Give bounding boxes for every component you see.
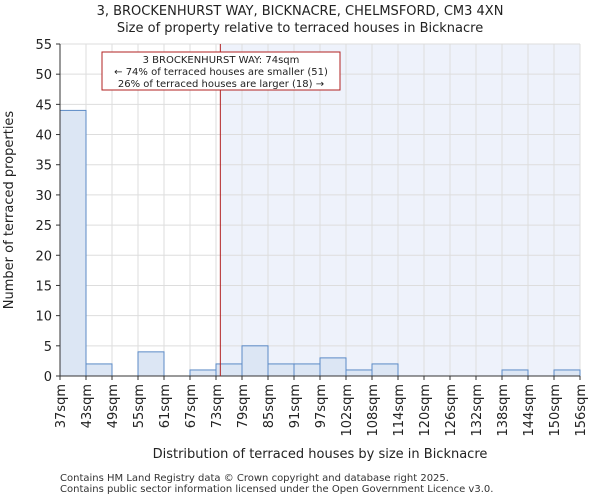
footer-licence: Contains public sector information licen… bbox=[60, 484, 494, 495]
x-tick-label: 138sqm bbox=[496, 384, 511, 437]
bar-chart: 0 5 10 15 20 25 30 35 40 45 50 55 37sqm 43sqm 49sqm 55… bbox=[2, 38, 589, 462]
x-tick-label: 97sqm bbox=[314, 384, 329, 428]
annotation-line: 26% of terraced houses are larger (18) → bbox=[118, 79, 324, 90]
bar-85sqm bbox=[267, 363, 295, 377]
y-tick-label: 5 bbox=[44, 340, 52, 355]
x-tick-label: 55sqm bbox=[132, 384, 147, 428]
x-tick-label: 91sqm bbox=[288, 384, 303, 428]
bar-91sqm bbox=[293, 363, 321, 377]
y-tick-labels: 0 5 10 15 20 25 30 35 40 45 50 55 bbox=[35, 38, 60, 385]
bar-108sqm bbox=[371, 363, 399, 377]
bar-79sqm bbox=[241, 345, 269, 377]
y-tick-label: 0 bbox=[44, 370, 52, 385]
x-tick-label: 85sqm bbox=[262, 384, 277, 428]
chart-subtitle: Size of property relative to terraced ho… bbox=[116, 21, 484, 36]
y-tick-label: 55 bbox=[35, 38, 52, 53]
bar-97sqm bbox=[319, 357, 347, 377]
larger-region-shading bbox=[220, 44, 581, 376]
bar-55sqm bbox=[137, 351, 165, 377]
y-axis-label: Number of terraced properties bbox=[2, 111, 17, 310]
x-tick-label: 67sqm bbox=[184, 384, 199, 428]
y-tick-label: 25 bbox=[35, 219, 52, 234]
x-tick-label: 132sqm bbox=[470, 384, 485, 437]
x-tick-label: 73sqm bbox=[210, 384, 225, 428]
x-tick-label: 120sqm bbox=[418, 384, 433, 437]
annotation-line: 3 BROCKENHURST WAY: 74sqm bbox=[143, 55, 300, 66]
x-tick-label: 79sqm bbox=[236, 384, 251, 428]
y-tick-label: 20 bbox=[35, 249, 52, 264]
x-tick-label: 61sqm bbox=[158, 384, 173, 428]
grid-lines bbox=[59, 43, 581, 377]
bars bbox=[59, 109, 581, 377]
x-tick-label: 43sqm bbox=[80, 384, 95, 428]
y-tick-label: 50 bbox=[35, 68, 52, 83]
y-tick-label: 30 bbox=[35, 189, 52, 204]
bar-138sqm bbox=[501, 369, 529, 377]
y-tick-label: 35 bbox=[35, 159, 52, 174]
annotation-line: ← 74% of terraced houses are smaller (51… bbox=[114, 67, 328, 78]
y-tick-label: 10 bbox=[35, 310, 52, 325]
x-tick-label: 49sqm bbox=[106, 384, 121, 428]
x-axis-label: Distribution of terraced houses by size … bbox=[153, 447, 488, 462]
bar-37sqm bbox=[59, 109, 87, 377]
y-tick-label: 15 bbox=[35, 279, 52, 294]
x-tick-label: 37sqm bbox=[54, 384, 69, 428]
y-tick-label: 40 bbox=[35, 129, 52, 144]
annotation-box bbox=[101, 51, 341, 91]
x-tick-labels: 37sqm 43sqm 49sqm 55sqm 61sqm 67sqm 73sqm 79sqm… bbox=[54, 376, 589, 437]
bar-43sqm bbox=[85, 363, 113, 377]
x-tick-label: 114sqm bbox=[392, 384, 407, 437]
chart-title: 3, BROCKENHURST WAY, BICKNACRE, CHELMSFO… bbox=[96, 4, 504, 19]
y-tick-label: 45 bbox=[35, 98, 52, 113]
bar-102sqm bbox=[345, 369, 373, 377]
x-tick-label: 144sqm bbox=[522, 384, 537, 437]
bar-67sqm bbox=[189, 369, 217, 377]
x-tick-label: 156sqm bbox=[574, 384, 589, 437]
marker-annotation: 3 BROCKENHURST WAY: 74sqm← 74% of terrac… bbox=[101, 51, 341, 91]
x-tick-label: 102sqm bbox=[340, 384, 355, 437]
footer-copyright: Contains HM Land Registry data © Crown c… bbox=[60, 473, 449, 484]
bar-150sqm bbox=[553, 369, 581, 377]
x-tick-label: 108sqm bbox=[366, 384, 381, 437]
x-tick-label: 126sqm bbox=[444, 384, 459, 437]
x-tick-label: 150sqm bbox=[548, 384, 563, 437]
